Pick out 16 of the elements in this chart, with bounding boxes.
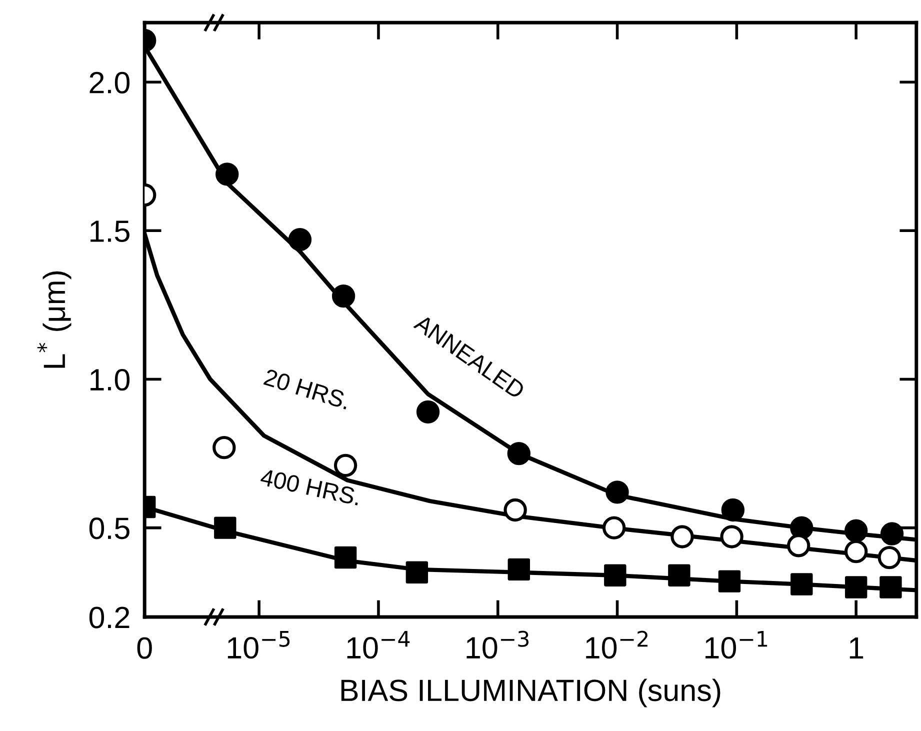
annotation: 400 HRS.	[260, 468, 361, 506]
y-tick-label: 0.5	[89, 518, 130, 540]
x-tick-label: 10$^{−5}$	[228, 631, 290, 659]
x-tick-label: 1	[850, 638, 864, 659]
y-tick-label: 0.2	[89, 606, 130, 628]
x-axis-title: BIAS ILLUMINATION (suns)	[341, 678, 720, 708]
x-tick-label: 10$^{−3}$	[466, 630, 529, 659]
annotation: 20 HRS.	[263, 368, 350, 410]
x-tick-label: 0	[137, 637, 152, 659]
y-axis-title: L$^{*}$ (μm)	[37, 271, 72, 368]
y-tick-label: 1.0	[90, 368, 130, 391]
x-tick-label: 10$^{−4}$	[347, 631, 410, 659]
x-tick-label: 10$^{−2}$	[586, 630, 648, 659]
y-tick-label: 1.5	[90, 220, 130, 242]
x-tick-label: 10$^{−1}$	[706, 631, 768, 659]
y-tick-label: 2.0	[90, 72, 130, 94]
